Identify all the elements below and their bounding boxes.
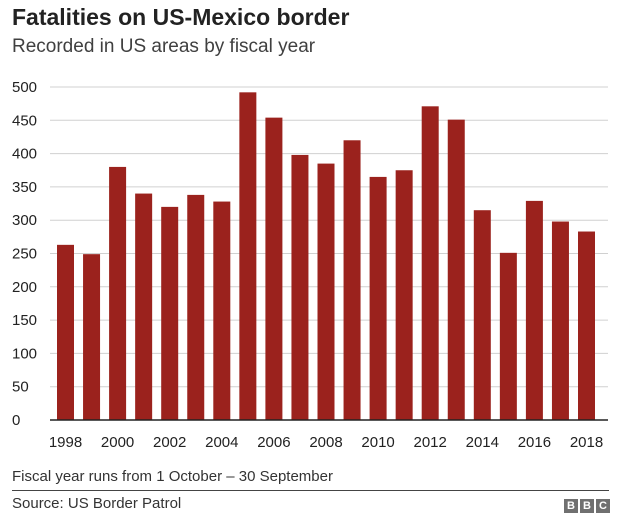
x-tick-label: 2008 [309, 434, 342, 451]
footnote: Fiscal year runs from 1 October – 30 Sep… [12, 468, 333, 485]
x-tick-label: 2010 [361, 434, 394, 451]
chart-subtitle: Recorded in US areas by fiscal year [12, 36, 316, 57]
bar-2008 [317, 163, 335, 420]
footer-divider [12, 490, 609, 491]
bar-2003 [187, 194, 205, 420]
bar-2006 [265, 117, 283, 421]
bar-2016 [525, 200, 543, 420]
y-tick-label: 50 [12, 379, 29, 396]
x-tick-label: 2002 [153, 434, 186, 451]
bar-2015 [499, 252, 517, 420]
bar-1999 [83, 254, 101, 420]
y-tick-label: 300 [12, 212, 37, 229]
x-tick-label: 2006 [257, 434, 290, 451]
y-tick-label: 350 [12, 179, 37, 196]
y-tick-label: 450 [12, 112, 37, 129]
x-tick-label: 2016 [518, 434, 551, 451]
y-tick-label: 200 [12, 279, 37, 296]
bar-2007 [291, 154, 309, 420]
y-tick-label: 500 [12, 79, 37, 96]
x-tick-label: 2012 [414, 434, 447, 451]
bar-2000 [109, 166, 127, 420]
chart-title: Fatalities on US-Mexico border [12, 4, 350, 30]
bar-1998 [57, 244, 74, 420]
x-tick-label: 1998 [49, 434, 82, 451]
bar-2018 [578, 231, 595, 420]
bar-2017 [551, 221, 569, 420]
bar-2001 [135, 193, 153, 420]
x-tick-label: 2018 [570, 434, 603, 451]
bar-2014 [473, 210, 491, 420]
bar-2004 [213, 201, 231, 420]
bar-2012 [421, 106, 439, 421]
x-tick-label: 2014 [466, 434, 499, 451]
y-tick-label: 400 [12, 146, 37, 163]
bar-2011 [395, 170, 413, 420]
y-tick-label: 150 [12, 312, 37, 329]
y-tick-label: 250 [12, 246, 37, 263]
y-tick-label: 0 [12, 412, 20, 429]
x-tick-label: 2000 [101, 434, 134, 451]
bar-2005 [239, 92, 257, 420]
source-text: Source: US Border Patrol [12, 495, 182, 512]
y-tick-label: 100 [12, 345, 37, 362]
bar-2009 [343, 140, 361, 420]
bar-2010 [369, 176, 387, 420]
x-tick-label: 2004 [205, 434, 238, 451]
bar-2002 [161, 206, 179, 420]
bar-2013 [447, 119, 465, 420]
